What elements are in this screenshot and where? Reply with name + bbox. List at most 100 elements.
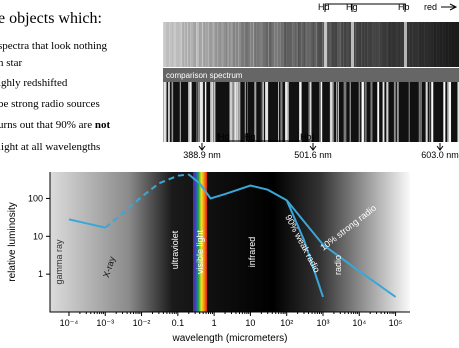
spectrum-grain [262,22,263,67]
spectrum-grain [298,22,299,67]
spectrum-grain [222,22,223,67]
x-tick-label: 10⁻² [133,318,151,328]
spectrum-grain [342,22,343,67]
spectrum-grain [183,22,184,67]
spectrum-grain [423,22,424,67]
comparison-line [387,82,388,142]
comparison-line [239,82,241,142]
wavelength-label: 388.9 nm [183,150,221,160]
spectrum-grain [307,22,308,67]
comparison-line [319,82,320,142]
spectrum-grain [322,22,323,67]
comparison-line [234,82,236,142]
spectrum-grain [432,22,433,67]
comparison-line [210,82,212,142]
comparison-line [444,82,445,142]
spectrum-grain [213,22,214,67]
comparison-line [409,82,410,142]
spectrum-grain [385,22,386,67]
x-tick-label: 10⁻³ [96,318,114,328]
bold-text: not [95,119,111,131]
spectrum-grain [400,22,401,67]
wavelength-label: 603.0 nm [421,150,459,160]
comparison-line [431,82,433,142]
spectrum-grain [394,22,395,67]
spectrum-grain [360,22,361,67]
comparison-line [230,82,232,142]
spectrum-grain [357,22,358,67]
spectrum-grain [448,22,449,67]
spectrum-grain [171,22,172,67]
spectrum-grain [373,22,374,67]
spectrum-grain [378,22,379,67]
spectrum-grain [292,22,293,67]
comparison-line [261,82,262,142]
line-label: Hd [318,2,330,12]
spectrum-grain [195,22,196,67]
spectrum-grain [348,22,349,67]
bullet-text: urns out that 90% are not [0,119,110,131]
comparison-line [280,82,282,142]
wavelength-label: 501.6 nm [294,150,332,160]
spectrum-grain [235,22,236,67]
comparison-line [344,82,345,142]
spectrum-grain [246,22,247,67]
spectrum-grain [237,22,238,67]
spectrum-grain [337,22,338,67]
heading: e objects which: [0,10,102,27]
spectrum-grain [319,22,320,67]
spectrum-grain [219,22,220,67]
spectrum-grain [285,22,286,67]
spectrum-grain [255,22,256,67]
spectrum-grain [414,22,415,67]
spectrum-grain [172,22,173,67]
spectrum-grain [202,22,203,67]
spectrum-grain [267,22,268,67]
spectrum-grain [297,22,298,67]
y-tick-label: 100 [28,193,43,203]
spectrum-grain [438,22,439,67]
spectrum-grain [375,22,376,67]
comparison-line [330,82,332,142]
spectrum-grain [442,22,443,67]
spectrum-grain [174,22,175,67]
spectrum-grain [391,22,392,67]
line-label: Hg [244,132,256,142]
spectrum-grain [165,22,166,67]
spectrum-grain [274,22,275,67]
spectrum-grain [271,22,272,67]
spectrum-grain [198,22,199,67]
comparison-line [365,82,367,142]
comparison-line [236,82,237,142]
spectrum-grain [223,22,224,67]
spectrum-grain [343,22,344,67]
spectrum-grain [336,22,337,67]
emission-line [351,22,354,67]
spectrum-grain [270,22,271,67]
x-tick-label: 10 [245,318,255,328]
comparison-line [286,82,287,142]
line-label: Hg [346,2,358,12]
spectrum-grain [408,22,409,67]
spectrum-grain [439,22,440,67]
spectrum-grain [415,22,416,67]
spectrum-grain [429,22,430,67]
spectrum-grain [207,22,208,67]
spectrum-label: comparison spectrum [166,71,243,80]
x-axis-label: wavelength (micrometers) [171,333,287,344]
spectrum-grain [333,22,334,67]
direction-label: red [424,2,437,12]
spectrum-grain [444,22,445,67]
spectrum-grain [376,22,377,67]
spectrum-grain [253,22,254,67]
spectrum-grain [334,22,335,67]
spectrum-grain [456,22,457,67]
spectrum-grain [210,22,211,67]
spectrum-grain [349,22,350,67]
spectrum-grain [379,22,380,67]
bullet-text: spectra that look nothing [0,40,108,52]
spectrum-grain [226,22,227,67]
spectrum-grain [199,22,200,67]
spectrum-grain [166,22,167,67]
spectrum-grain [264,22,265,67]
